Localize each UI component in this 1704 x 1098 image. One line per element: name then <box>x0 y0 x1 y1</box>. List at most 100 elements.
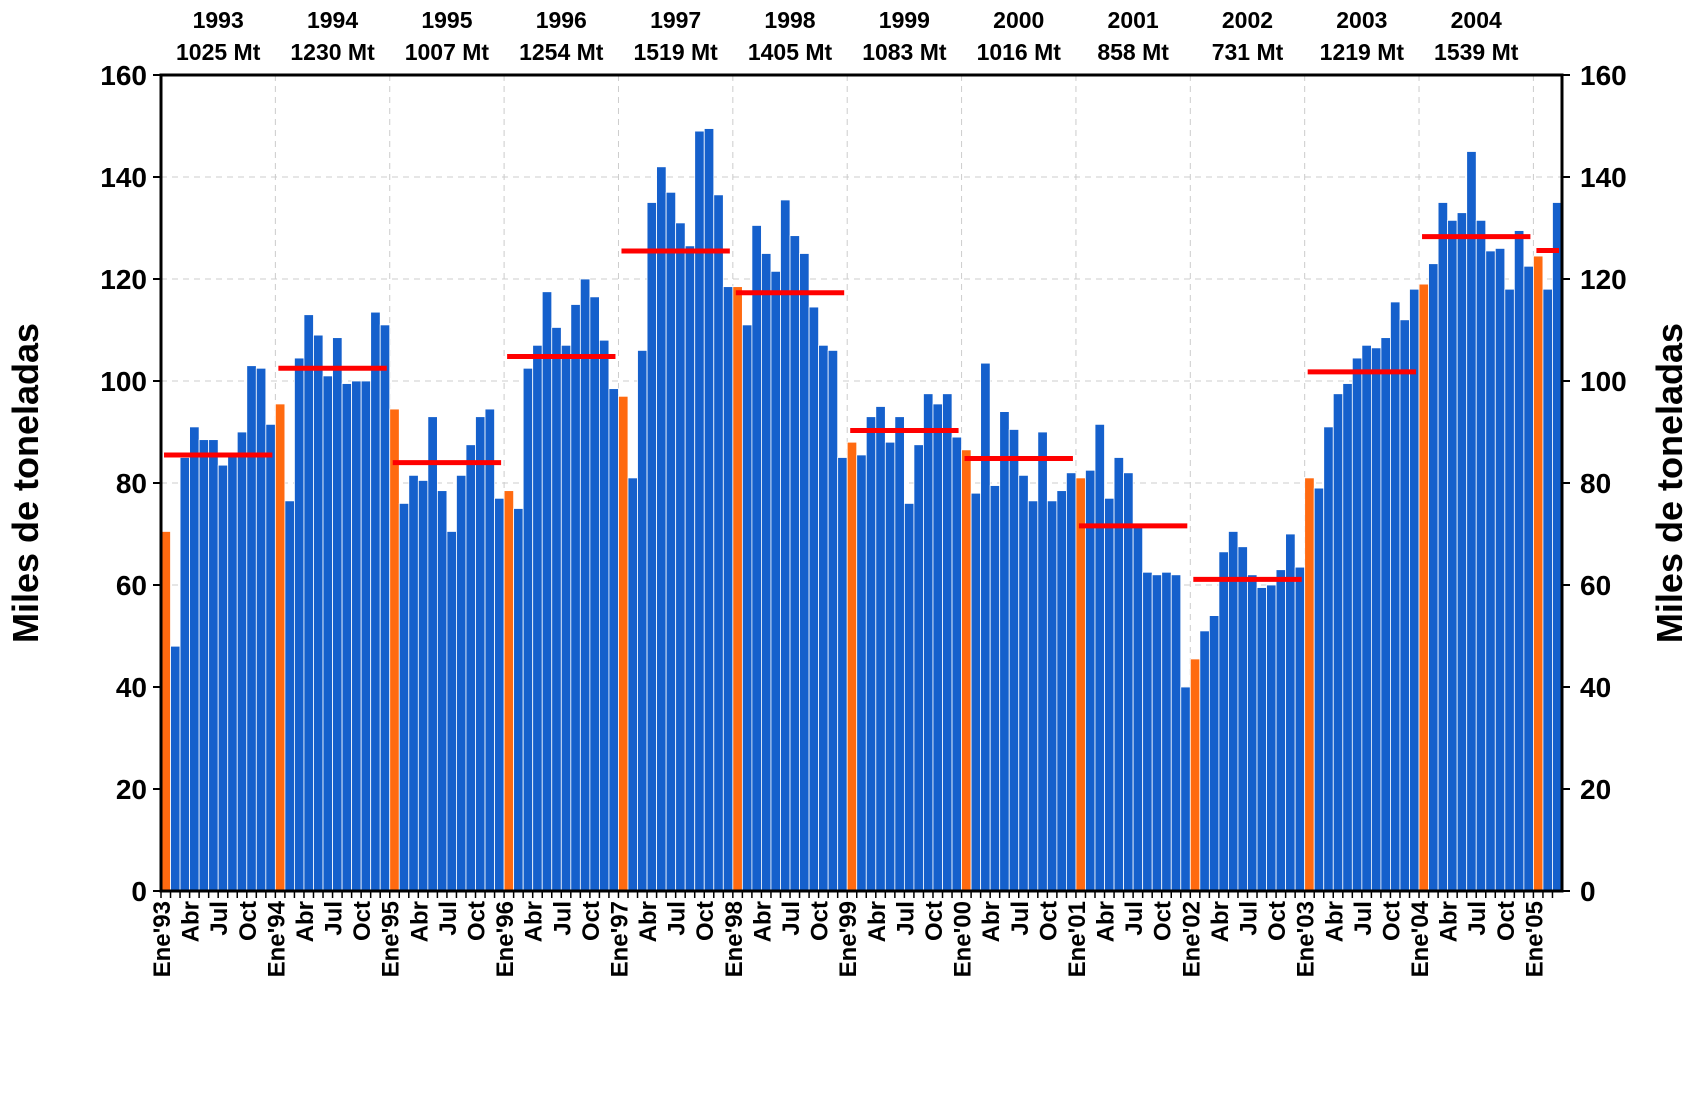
bar <box>789 235 800 892</box>
bar <box>551 327 562 892</box>
y-tick-label: 100 <box>100 366 147 397</box>
y2-tick-label: 100 <box>1580 366 1627 397</box>
year-label: 1993 <box>193 7 244 33</box>
bar <box>446 531 457 892</box>
bar <box>294 357 305 892</box>
bar <box>846 441 858 892</box>
bar <box>818 344 829 892</box>
bar <box>1342 383 1353 892</box>
bar <box>570 304 581 892</box>
bar <box>198 439 210 892</box>
year-label: 1998 <box>764 7 815 33</box>
bar <box>1475 219 1487 892</box>
x-tick-label: Abr <box>1207 901 1234 942</box>
bar <box>322 375 333 892</box>
year-label: 2003 <box>1336 7 1387 33</box>
x-tick-label: Abr <box>178 901 205 942</box>
bar <box>827 349 839 892</box>
x-tick-label: Abr <box>635 901 662 942</box>
bar <box>1294 566 1306 892</box>
bar <box>1485 250 1496 892</box>
bar <box>1180 686 1191 892</box>
bar <box>1323 426 1334 892</box>
x-tick-label: Jul <box>321 901 348 936</box>
x-tick-label: Ene'98 <box>721 901 748 977</box>
x-tick-label: Oct <box>1493 901 1520 941</box>
bar <box>951 436 962 892</box>
x-tick-label: Abr <box>978 901 1005 942</box>
bar <box>255 367 267 892</box>
y2-tick-label: 20 <box>1580 774 1611 805</box>
y-axis-title: Miles de toneladas <box>5 323 46 643</box>
x-tick-label: Abr <box>521 901 548 942</box>
bar <box>1075 477 1086 892</box>
year-label: 1994 <box>307 7 358 33</box>
x-tick-label: Ene'93 <box>149 901 176 977</box>
bar <box>1247 574 1258 892</box>
bar <box>408 474 419 892</box>
x-tick-label: Abr <box>1093 901 1120 942</box>
year-total: 1519 Mt <box>633 39 718 65</box>
y-tick-label: 120 <box>100 264 147 295</box>
bar <box>1266 584 1277 892</box>
bar <box>932 403 943 892</box>
bar <box>436 490 448 892</box>
y2-tick-label: 80 <box>1580 468 1611 499</box>
year-label: 1995 <box>421 7 472 33</box>
bar <box>541 291 553 892</box>
x-tick-label: Jul <box>1464 901 1491 936</box>
bar <box>608 388 619 892</box>
bar <box>475 416 486 892</box>
bar <box>1151 574 1163 892</box>
bar <box>780 199 791 892</box>
bar <box>675 222 686 892</box>
x-tick-label: Oct <box>1264 901 1291 941</box>
bar <box>732 286 743 892</box>
year-total: 1025 Mt <box>176 39 261 65</box>
bar <box>1313 487 1325 892</box>
x-tick-label: Jul <box>1007 901 1034 936</box>
year-total: 1254 Mt <box>519 39 604 65</box>
bar <box>713 194 724 892</box>
x-tick-label: Jul <box>1121 901 1148 936</box>
bar <box>1237 546 1248 892</box>
y-tick-label: 80 <box>116 468 147 499</box>
bar <box>1380 337 1391 892</box>
x-tick-label: Oct <box>1035 901 1062 941</box>
x-tick-label: Ene'03 <box>1293 901 1320 977</box>
bar <box>703 128 715 892</box>
year-total: 731 Mt <box>1212 39 1284 65</box>
bar <box>618 395 629 892</box>
x-tick-label: Abr <box>1436 901 1463 942</box>
bar <box>1275 569 1287 892</box>
bar <box>1208 615 1220 892</box>
bar <box>865 416 877 892</box>
x-tick-label: Ene'99 <box>835 901 862 977</box>
y2-tick-label: 40 <box>1580 672 1611 703</box>
x-tick-label: Ene'94 <box>263 900 290 977</box>
bar <box>1142 571 1153 892</box>
bar <box>1189 658 1201 892</box>
bar <box>389 408 400 892</box>
bar <box>1533 255 1544 892</box>
bar <box>589 296 600 892</box>
bar <box>646 202 657 892</box>
year-label: 2004 <box>1451 7 1502 33</box>
bar <box>656 166 667 892</box>
bar <box>417 480 429 892</box>
y-tick-label: 60 <box>116 570 147 601</box>
bar <box>1390 301 1401 892</box>
bar <box>579 278 591 892</box>
x-tick-label: Oct <box>1150 901 1177 941</box>
year-total: 1405 Mt <box>748 39 833 65</box>
bar <box>532 344 543 892</box>
bar <box>694 130 705 892</box>
bar <box>761 253 772 892</box>
bar <box>923 393 934 892</box>
x-tick-label: Jul <box>206 901 233 936</box>
bar <box>1066 472 1077 892</box>
bar <box>884 441 896 892</box>
bar <box>1399 319 1410 892</box>
bar <box>179 457 190 892</box>
bar <box>351 380 362 892</box>
